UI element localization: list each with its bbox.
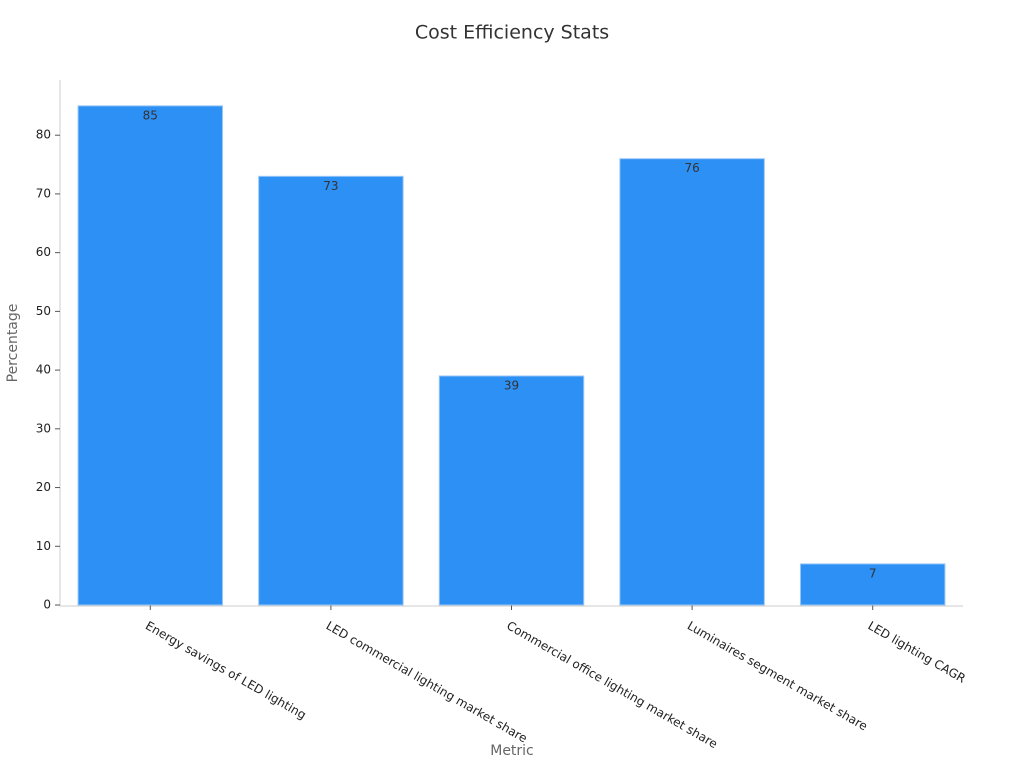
y-tick-label: 60 <box>36 245 51 259</box>
x-tick-label: Commercial office lighting market share <box>504 619 720 752</box>
x-tick-label: Luminaires segment market share <box>685 619 870 734</box>
y-tick-label: 80 <box>36 128 51 142</box>
y-tick-label: 40 <box>36 363 51 377</box>
value-label: 7 <box>869 566 877 580</box>
value-label: 39 <box>504 378 519 392</box>
bar <box>619 158 765 606</box>
y-tick-label: 30 <box>36 421 51 435</box>
value-label: 76 <box>684 161 699 175</box>
y-tick-label: 10 <box>36 539 51 553</box>
x-tick-label: LED commercial lighting market share <box>324 619 530 746</box>
y-tick-label: 70 <box>36 186 51 200</box>
chart-title: Cost Efficiency Stats <box>415 22 609 44</box>
x-tick-label: LED lighting CAGR <box>865 619 968 686</box>
x-axis-title: Metric <box>490 743 534 759</box>
value-label: 85 <box>143 108 158 122</box>
y-tick-label: 50 <box>36 304 51 318</box>
y-tick-label: 0 <box>43 598 51 612</box>
y-tick-label: 20 <box>36 480 51 494</box>
value-label: 73 <box>323 179 338 193</box>
bar <box>77 105 224 606</box>
bar <box>799 563 946 606</box>
y-axis-title: Percentage <box>5 304 21 383</box>
bar <box>438 375 585 606</box>
x-tick-label: Energy savings of LED lighting <box>143 619 308 723</box>
bar <box>258 175 404 606</box>
